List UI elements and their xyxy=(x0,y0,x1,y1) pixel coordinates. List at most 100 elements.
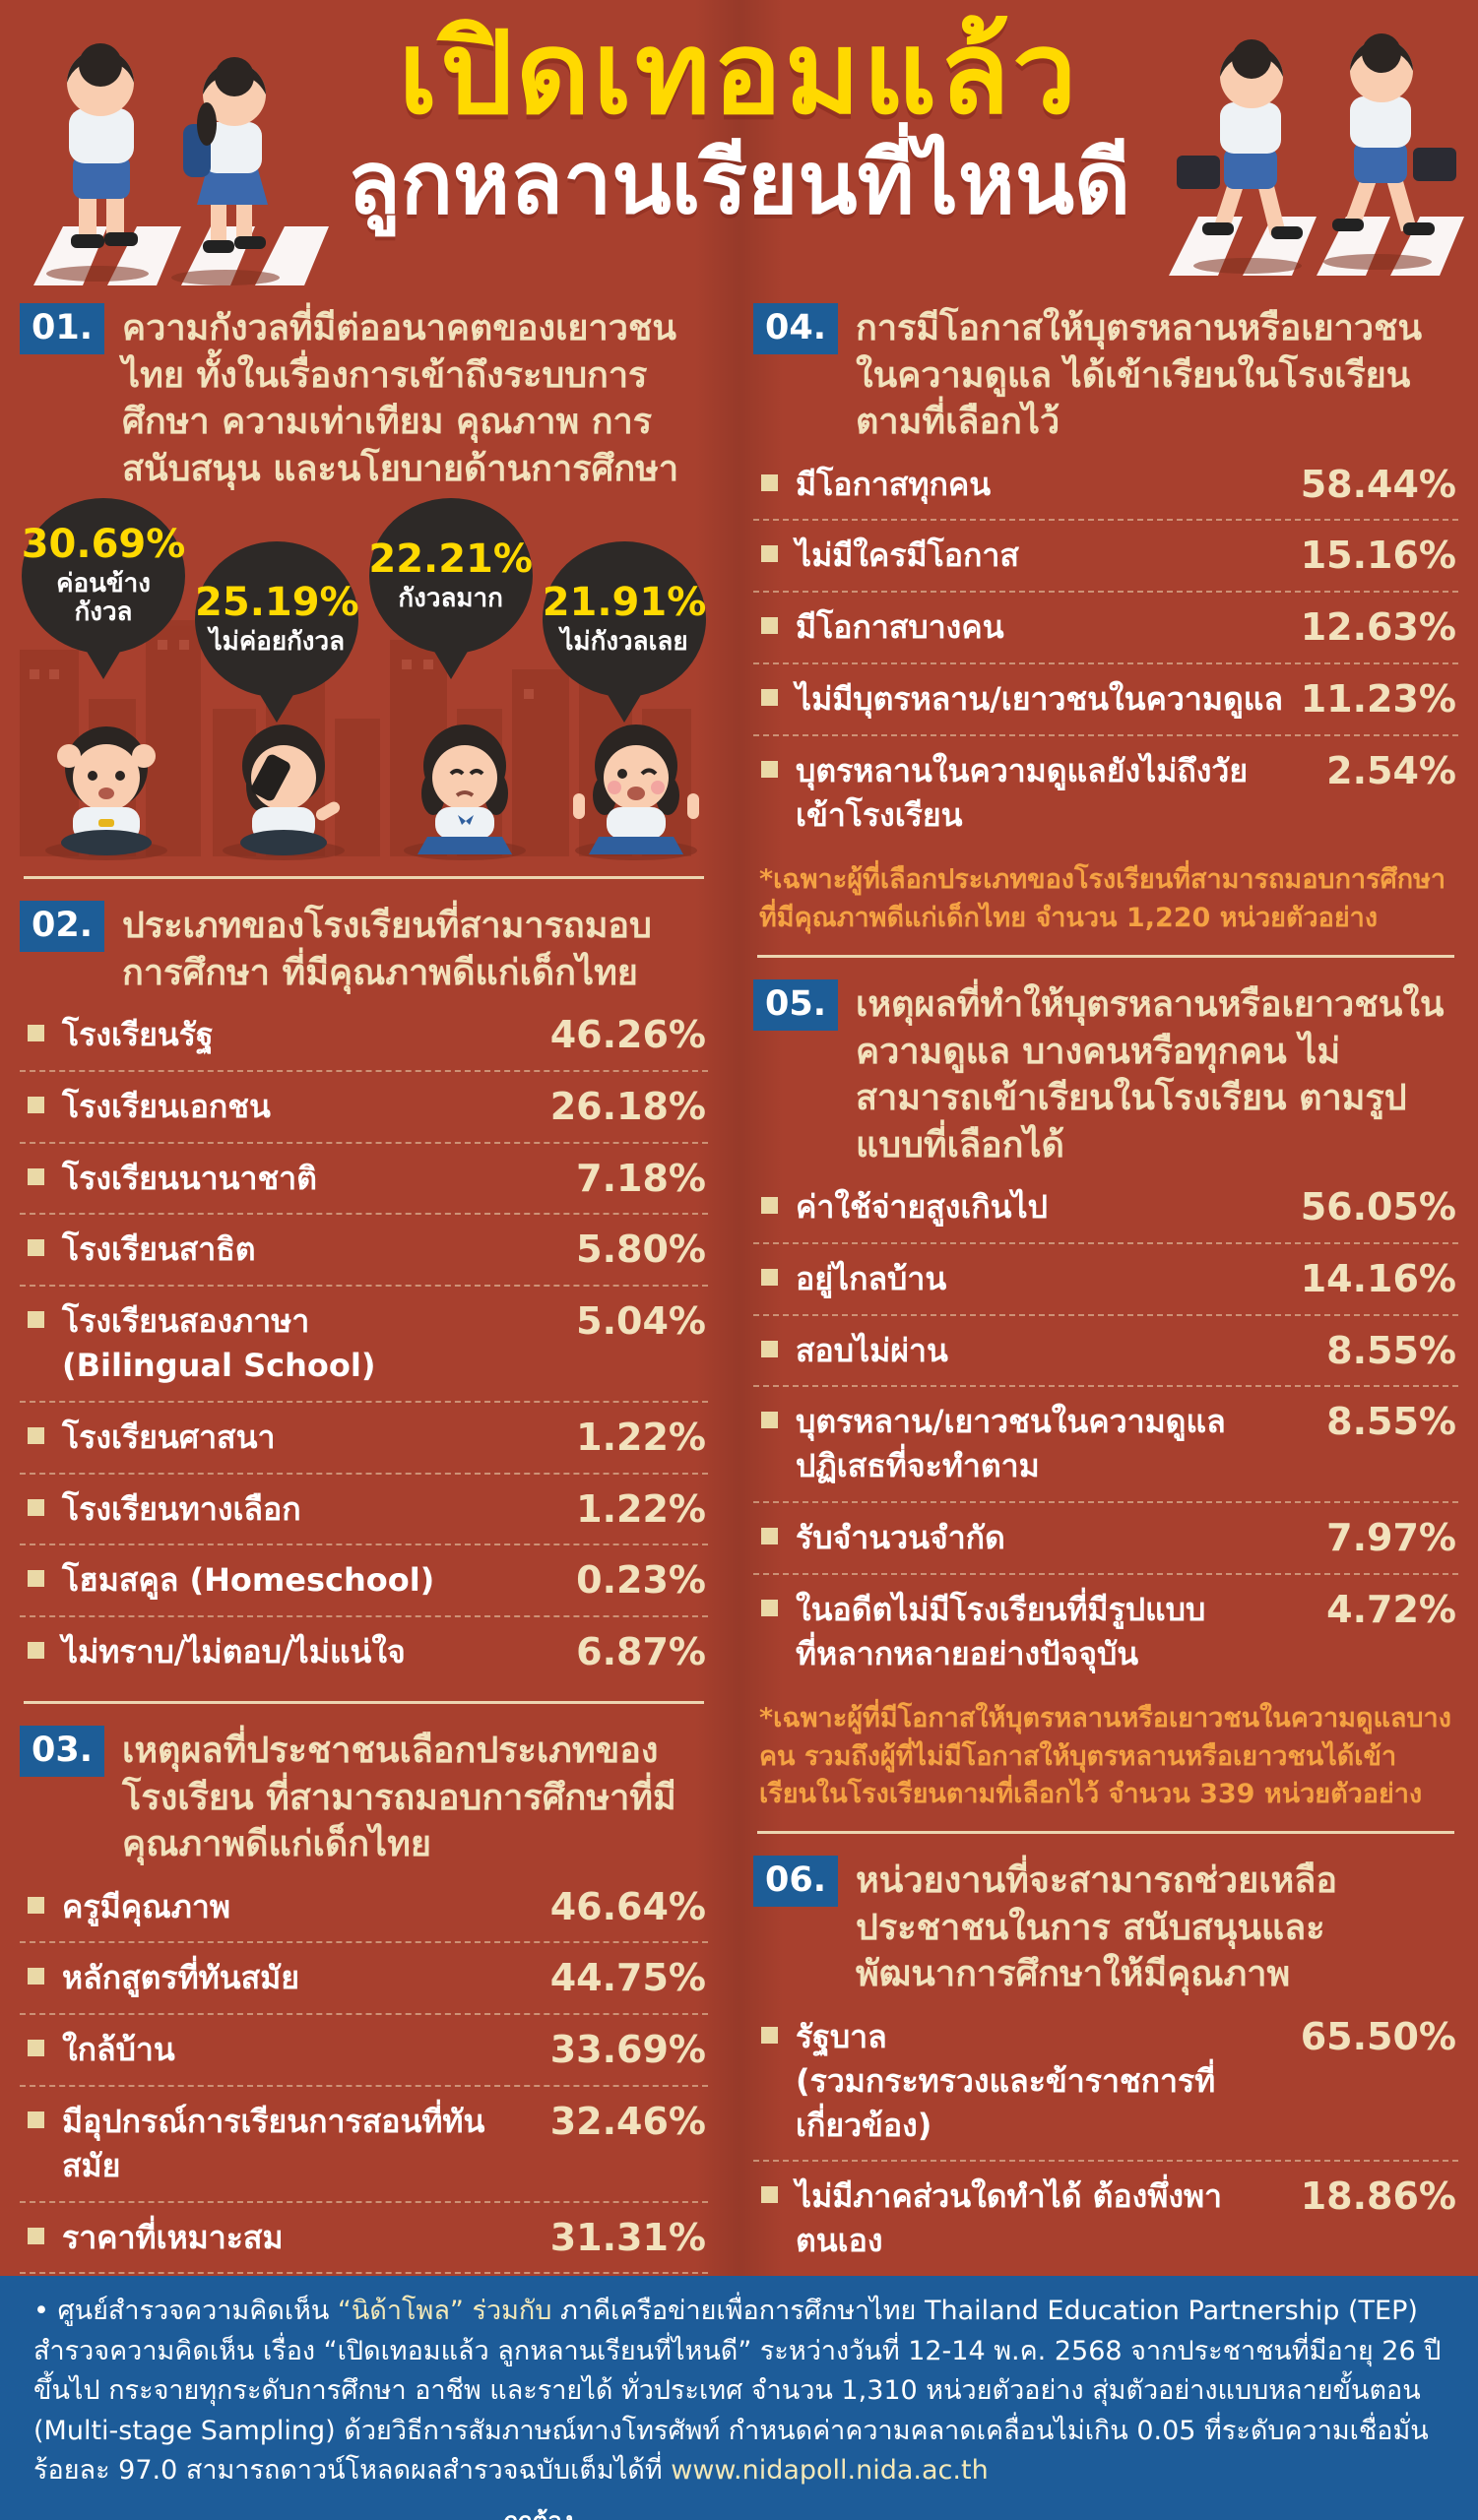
bullet-square-icon xyxy=(28,1167,44,1185)
result-percentage: 12.63% xyxy=(1300,605,1456,650)
result-label: บุตรหลานในความดูแลยังไม่ถึงวัย xyxy=(796,751,1249,789)
result-label-group: มีโอกาสทุกคน xyxy=(796,463,1293,507)
result-label: มีโอกาสทุกคน xyxy=(796,465,992,503)
section-05-title: เหตุผลที่ทำให้บุตรหลานหรือเยาวชนในความดู… xyxy=(856,983,1445,1166)
result-label: โรงเรียนทางเลือก xyxy=(62,1489,301,1528)
result-label-group: โรงเรียนทางเลือก xyxy=(62,1487,560,1532)
survey-result-row: บุตรหลานในความดูแลยังไม่ถึงวัย เข้าโรงเร… xyxy=(753,736,1458,850)
bullet-square-icon xyxy=(28,1239,44,1257)
kids-crossing-left-illustration xyxy=(33,43,329,285)
result-percentage: 18.86% xyxy=(1300,2174,1456,2219)
bullet-square-icon xyxy=(28,1570,44,1588)
bubble-percentage: 30.69% xyxy=(21,522,186,568)
bullet-square-icon xyxy=(28,1096,44,1113)
result-label: โรงเรียนสองภาษา xyxy=(62,1302,310,1341)
sitting-students-illustration xyxy=(45,724,699,861)
result-label-group: โรงเรียนเอกชน xyxy=(62,1085,543,1129)
section-05-list: ค่าใช้จ่ายสูงเกินไป 56.05% อยู่ไกลบ้าน 1… xyxy=(753,1172,1458,1688)
result-label: ไม่ทราบ/ไม่ตอบ/ไม่แน่ใจ xyxy=(62,1633,406,1671)
section-06-header: 06. หน่วยงานที่จะสามารถช่วยเหลือประชาชนใ… xyxy=(753,1856,1458,1998)
result-percentage: 46.26% xyxy=(549,1013,706,1057)
section-03-number-badge: 03. xyxy=(20,1726,105,1778)
speech-bubble-balloon: 21.91% ไม่กังวลเลย xyxy=(542,541,707,698)
result-label: โรงเรียนนานาชาติ xyxy=(62,1159,317,1197)
bullet-square-icon xyxy=(28,1311,44,1329)
section-01: 01. ความกังวลที่มีต่ออนาคตของเยาวชนไทย ท… xyxy=(20,295,708,862)
bubble-label: กังวลมาก xyxy=(398,583,503,613)
result-label: โรงเรียนสาธิต xyxy=(62,1230,256,1269)
result-label-group: ไม่มีใครมีโอกาส xyxy=(796,534,1293,578)
worry-bubbles-scene: 30.69% ค่อนข้างกังวล 25.19% ไม่ค่อยกังวล xyxy=(20,498,708,862)
section-05: 05. เหตุผลที่ทำให้บุตรหลานหรือเยาวชนในคว… xyxy=(753,972,1458,1817)
speech-bubble-tail xyxy=(259,693,295,724)
result-label-group: มีอุปกรณ์การเรียนการสอนที่ทันสมัย xyxy=(62,2100,543,2188)
result-label-line2: (Bilingual School) xyxy=(62,1347,376,1385)
poster-subtitle: ลูกหลานเรียนที่ไหนดี xyxy=(347,131,1131,233)
result-label-group: รัฐบาล (รวมกระทรวงและข้าราชการที่เกี่ยวข… xyxy=(796,2015,1293,2147)
speech-bubble: 30.69% ค่อนข้างกังวล xyxy=(22,498,185,723)
section-03-header: 03. เหตุผลที่ประชาชนเลือกประเภทของโรงเรี… xyxy=(20,1726,708,1868)
bullet-square-icon xyxy=(761,1340,778,1357)
survey-result-row: ไม่ทราบ/ไม่ตอบ/ไม่แน่ใจ 6.87% xyxy=(20,1617,708,1687)
result-label-group: ไม่ทราบ/ไม่ตอบ/ไม่แน่ใจ xyxy=(62,1630,560,1674)
bullet-square-icon xyxy=(761,688,778,706)
result-label-group: มีโอกาสบางคน xyxy=(796,605,1293,650)
section-03: 03. เหตุผลที่ประชาชนเลือกประเภทของโรงเรี… xyxy=(20,1718,708,2520)
result-label: รัฐบาล xyxy=(796,2017,887,2055)
bullet-square-icon xyxy=(28,1968,44,1985)
result-label-line2: (รวมกระทรวงและข้าราชการที่เกี่ยวข้อง) xyxy=(796,2061,1216,2144)
section-05-header: 05. เหตุผลที่ทำให้บุตรหลานหรือเยาวชนในคว… xyxy=(753,978,1458,1168)
bullet-square-icon xyxy=(28,1025,44,1042)
section-divider xyxy=(24,876,704,880)
bullet-square-icon xyxy=(761,617,778,635)
result-label-group: ใกล้บ้าน xyxy=(62,2028,543,2072)
bubble-percentage: 21.91% xyxy=(542,579,707,625)
result-percentage: 44.75% xyxy=(549,1956,706,2000)
result-label-group: บุตรหลาน/เยาวชนในความดูแล ปฏิเสธที่จะทำต… xyxy=(796,1400,1311,1488)
result-percentage: 0.23% xyxy=(576,1558,706,1603)
section-03-title: เหตุผลที่ประชาชนเลือกประเภทของโรงเรียน ท… xyxy=(122,1731,676,1865)
kids-running-right-illustration xyxy=(1169,33,1464,276)
section-divider xyxy=(757,954,1454,958)
result-percentage: 8.55% xyxy=(1326,1400,1456,1444)
result-label-group: โรงเรียนศาสนา xyxy=(62,1416,560,1460)
speech-bubble-balloon: 25.19% ไม่ค่อยกังวล xyxy=(195,541,359,698)
bullet-square-icon xyxy=(28,2227,44,2244)
section-04-footnote: *เฉพาะผู้ที่เลือกประเภทของโรงเรียนที่สาม… xyxy=(759,864,1446,933)
result-label-group: อยู่ไกลบ้าน xyxy=(796,1257,1293,1301)
result-percentage: 65.50% xyxy=(1300,2014,1456,2058)
worry-bubbles: 30.69% ค่อนข้างกังวล 25.19% ไม่ค่อยกังวล xyxy=(20,498,708,724)
section-01-title: ความกังวลที่มีต่ออนาคตของเยาวชนไทย ทั้งใ… xyxy=(122,308,679,489)
survey-result-row: รับจำนวนจำกัด 7.97% xyxy=(753,1503,1458,1575)
result-label: ไม่มีใครมีโอกาส xyxy=(796,536,1019,575)
survey-result-row: มีโอกาสทุกคน 58.44% xyxy=(753,450,1458,522)
section-05-footnote: *เฉพาะผู้ที่มีโอกาสให้บุตรหลานหรือเยาวชน… xyxy=(759,1703,1451,1810)
speech-bubble-tail xyxy=(86,650,121,680)
section-05-number-badge: 05. xyxy=(753,978,839,1031)
bubble-label: ไม่ค่อยกังวล xyxy=(209,626,346,657)
bullet-square-icon xyxy=(761,2026,778,2044)
survey-result-row: มีอุปกรณ์การเรียนการสอนที่ทันสมัย 32.46% xyxy=(20,2087,708,2203)
result-percentage: 7.18% xyxy=(576,1156,706,1200)
result-label: ครูมีคุณภาพ xyxy=(62,1887,230,1925)
result-label: ใกล้บ้าน xyxy=(62,2031,175,2069)
survey-result-row: โรงเรียนสองภาษา (Bilingual School) 5.04% xyxy=(20,1287,708,1403)
section-02-header: 02. ประเภทของโรงเรียนที่สามารถมอบการศึกษ… xyxy=(20,901,708,996)
bullet-square-icon xyxy=(761,1268,778,1286)
result-label-group: ไม่มีภาคส่วนใดทำได้ ต้องพึ่งพาตนเอง xyxy=(796,2174,1293,2263)
result-label-line2: ที่หลากหลายอย่างปัจจุบัน xyxy=(796,1634,1139,1672)
survey-result-row: ใกล้บ้าน 33.69% xyxy=(20,2015,708,2087)
result-label: สอบไม่ผ่าน xyxy=(796,1331,948,1369)
survey-result-row: ไม่มีบุตรหลาน/เยาวชนในความดูแล 11.23% xyxy=(753,664,1458,736)
result-percentage: 46.64% xyxy=(549,1884,706,1928)
survey-result-row: รัฐบาล (รวมกระทรวงและข้าราชการที่เกี่ยวข… xyxy=(753,2002,1458,2163)
survey-result-row: ครูมีคุณภาพ 46.64% xyxy=(20,1872,708,1944)
result-label-group: โรงเรียนสาธิต xyxy=(62,1228,560,1272)
quality-line-1: ถูกต้อง xyxy=(504,2501,587,2520)
bullet-square-icon xyxy=(761,473,778,491)
result-percentage: 6.87% xyxy=(576,1630,706,1674)
result-label-group: ราคาที่เหมาะสม xyxy=(62,2216,543,2260)
poster-header: เปิดเทอมแล้ว ลูกหลานเรียนที่ไหนดี xyxy=(0,0,1478,295)
result-label: ค่าใช้จ่ายสูงเกินไป xyxy=(796,1188,1048,1227)
